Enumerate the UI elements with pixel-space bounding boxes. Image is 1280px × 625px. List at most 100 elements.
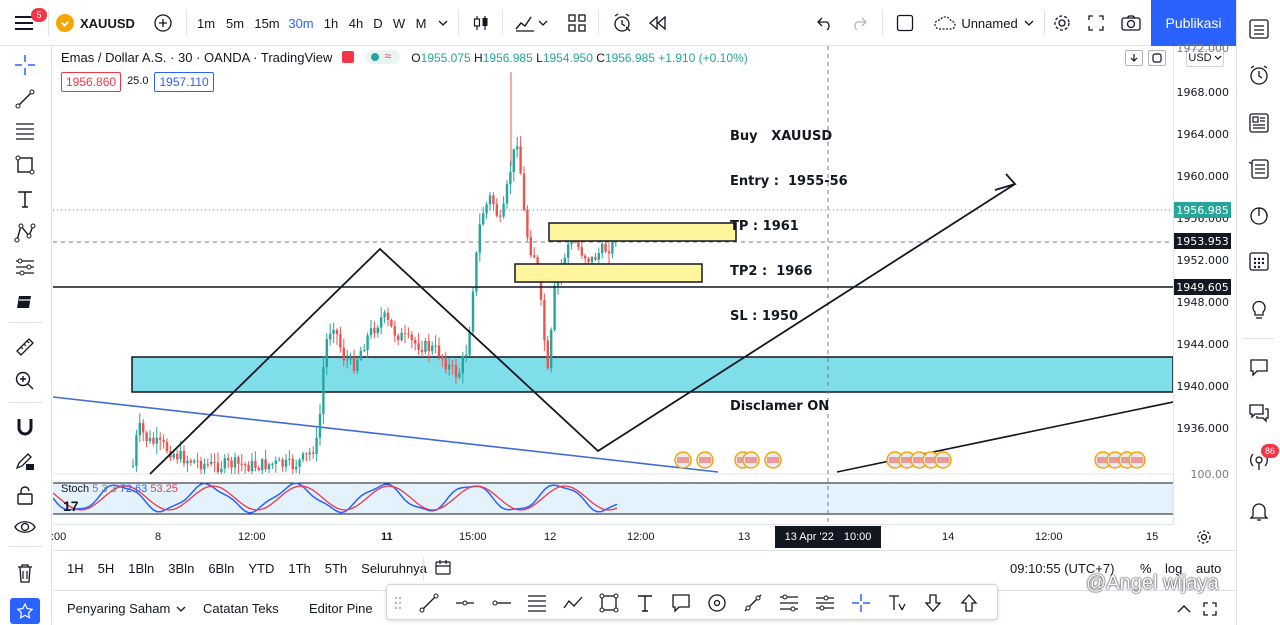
draw-brush[interactable] bbox=[739, 589, 767, 617]
layout-button[interactable] bbox=[562, 0, 592, 46]
chart-pane[interactable]: Emas / Dollar A.S. · 30 · OANDA · Tradin… bbox=[53, 46, 1173, 524]
draw-text[interactable] bbox=[631, 589, 659, 617]
draw-pitchfork[interactable] bbox=[811, 589, 839, 617]
price-axis[interactable]: USD 1972.000 1968.000 1964.000 1960.000 … bbox=[1173, 42, 1235, 524]
calendar-button[interactable] bbox=[1243, 246, 1275, 276]
blue-trend-line[interactable] bbox=[53, 396, 719, 473]
draw-parallel-channel[interactable] bbox=[775, 589, 803, 617]
go-to-date-button[interactable] bbox=[435, 560, 453, 581]
interval-1m[interactable]: 1m bbox=[194, 0, 218, 46]
stay-drawing-tool[interactable] bbox=[8, 446, 42, 476]
ideas-button[interactable] bbox=[1243, 294, 1275, 324]
magnet-tool[interactable] bbox=[8, 412, 42, 442]
symbol-search[interactable]: XAUUSD bbox=[56, 0, 136, 46]
chart-type-button[interactable] bbox=[466, 0, 496, 46]
stoch-name[interactable]: Stoch bbox=[61, 483, 90, 495]
brush-tool[interactable] bbox=[8, 286, 42, 316]
interval-1h[interactable]: 1h bbox=[320, 0, 342, 46]
range-5h[interactable]: 5H bbox=[97, 561, 115, 576]
interval-30m-active[interactable]: 30m bbox=[286, 0, 316, 46]
redo-button[interactable] bbox=[844, 0, 874, 46]
draw-circle[interactable] bbox=[703, 589, 731, 617]
draw-arrow-down[interactable] bbox=[919, 589, 947, 617]
indicators-button[interactable] bbox=[510, 0, 552, 46]
interval-w[interactable]: W bbox=[390, 0, 408, 46]
compare-add-button[interactable] bbox=[148, 0, 178, 46]
range-1h[interactable]: 1H bbox=[67, 561, 84, 576]
interval-15m[interactable]: 15m bbox=[252, 0, 282, 46]
watchlist-button[interactable] bbox=[1243, 14, 1275, 44]
tab-stock-screener[interactable]: Penyaring Saham bbox=[67, 591, 186, 625]
draw-callout[interactable] bbox=[667, 589, 695, 617]
draw-crosshair[interactable] bbox=[847, 589, 875, 617]
interval-m[interactable]: M bbox=[412, 0, 430, 46]
collapse-button[interactable] bbox=[1125, 50, 1143, 66]
lock-drawings-tool[interactable] bbox=[8, 480, 42, 510]
tab-pine-editor[interactable]: Editor Pine bbox=[309, 591, 373, 625]
fullscreen-button[interactable] bbox=[1082, 0, 1110, 46]
layout-name-dropdown[interactable]: Unnamed bbox=[926, 0, 1042, 46]
interval-dropdown[interactable] bbox=[434, 0, 452, 46]
draw-arrow-up[interactable] bbox=[955, 589, 983, 617]
snapshot-button[interactable] bbox=[1116, 0, 1146, 46]
streams-button[interactable]: 86 bbox=[1243, 444, 1279, 476]
auto-toggle[interactable]: auto bbox=[1196, 561, 1222, 576]
demand-zone-box[interactable] bbox=[131, 356, 1173, 393]
measure-tool[interactable] bbox=[8, 332, 42, 362]
fib-tool[interactable] bbox=[8, 116, 42, 146]
publish-button[interactable]: Publikasi bbox=[1151, 0, 1236, 46]
sell-button[interactable]: 1956.860 bbox=[61, 72, 122, 92]
clock-timezone[interactable]: 09:10:55 (UTC+7) bbox=[1010, 561, 1115, 576]
time-axis[interactable]: :00 8 12:00 11 15:00 12 12:00 13 14 12:0… bbox=[51, 524, 1173, 549]
undo-button[interactable] bbox=[810, 0, 840, 46]
alerts-button[interactable] bbox=[1243, 60, 1275, 90]
select-all-checkbox[interactable] bbox=[890, 0, 920, 46]
range-ytd[interactable]: YTD bbox=[248, 561, 275, 576]
percent-toggle[interactable]: % bbox=[1140, 561, 1152, 576]
draw-fib[interactable] bbox=[523, 589, 551, 617]
axis-settings-button[interactable] bbox=[1188, 526, 1220, 548]
buy-button[interactable]: 1957.110 bbox=[154, 72, 214, 92]
entry-zone-box-upper[interactable] bbox=[548, 222, 737, 242]
data-window-button[interactable] bbox=[1243, 108, 1275, 138]
maximize-pane-button[interactable] bbox=[1148, 50, 1166, 66]
maximize-panel-button[interactable] bbox=[1203, 591, 1217, 625]
range-all[interactable]: Seluruhnya bbox=[361, 561, 427, 576]
text-tool[interactable] bbox=[8, 184, 42, 214]
draw-text-note[interactable] bbox=[883, 589, 911, 617]
log-toggle[interactable]: log bbox=[1165, 561, 1183, 576]
alert-button[interactable] bbox=[606, 0, 638, 46]
shape-tool[interactable] bbox=[8, 150, 42, 180]
interval-4h[interactable]: 4h bbox=[344, 0, 368, 46]
tab-text-notes[interactable]: Catatan Teks bbox=[203, 591, 279, 625]
chats-button[interactable] bbox=[1243, 352, 1275, 382]
range-6bln[interactable]: 6Bln bbox=[208, 561, 235, 576]
hotlists-button[interactable] bbox=[1243, 200, 1275, 230]
entry-zone-box-lower[interactable] bbox=[514, 263, 703, 283]
menu-button[interactable]: 5 bbox=[4, 0, 47, 46]
pattern-tool[interactable] bbox=[8, 218, 42, 248]
draw-horizontal-line[interactable] bbox=[487, 589, 515, 617]
draw-trend-line[interactable] bbox=[415, 589, 443, 617]
interval-d[interactable]: D bbox=[370, 0, 386, 46]
hide-drawings-tool[interactable] bbox=[8, 512, 42, 542]
draw-path[interactable] bbox=[559, 589, 587, 617]
range-5th[interactable]: 5Th bbox=[324, 561, 348, 576]
messages-button[interactable] bbox=[1243, 398, 1275, 428]
settings-button[interactable] bbox=[1048, 0, 1076, 46]
interval-5m[interactable]: 5m bbox=[222, 0, 248, 46]
range-1th[interactable]: 1Th bbox=[288, 561, 311, 576]
favorites-tool[interactable] bbox=[10, 598, 40, 624]
zoom-tool[interactable] bbox=[8, 366, 42, 396]
news-button[interactable] bbox=[1243, 154, 1275, 184]
collapse-panel-button[interactable] bbox=[1177, 591, 1191, 625]
trade-annotation[interactable]: Buy XAUUSD Entry : 1955-56 TP : 1961 TP2… bbox=[730, 99, 848, 444]
prediction-tool[interactable] bbox=[8, 252, 42, 282]
trend-line-tool[interactable] bbox=[8, 84, 42, 114]
range-3bln[interactable]: 3Bln bbox=[168, 561, 195, 576]
remove-drawings-tool[interactable] bbox=[8, 558, 42, 588]
drag-handle[interactable] bbox=[389, 589, 407, 617]
replay-button[interactable] bbox=[642, 0, 672, 46]
currency-dropdown[interactable]: USD bbox=[1186, 49, 1224, 67]
draw-rectangle[interactable] bbox=[595, 589, 623, 617]
